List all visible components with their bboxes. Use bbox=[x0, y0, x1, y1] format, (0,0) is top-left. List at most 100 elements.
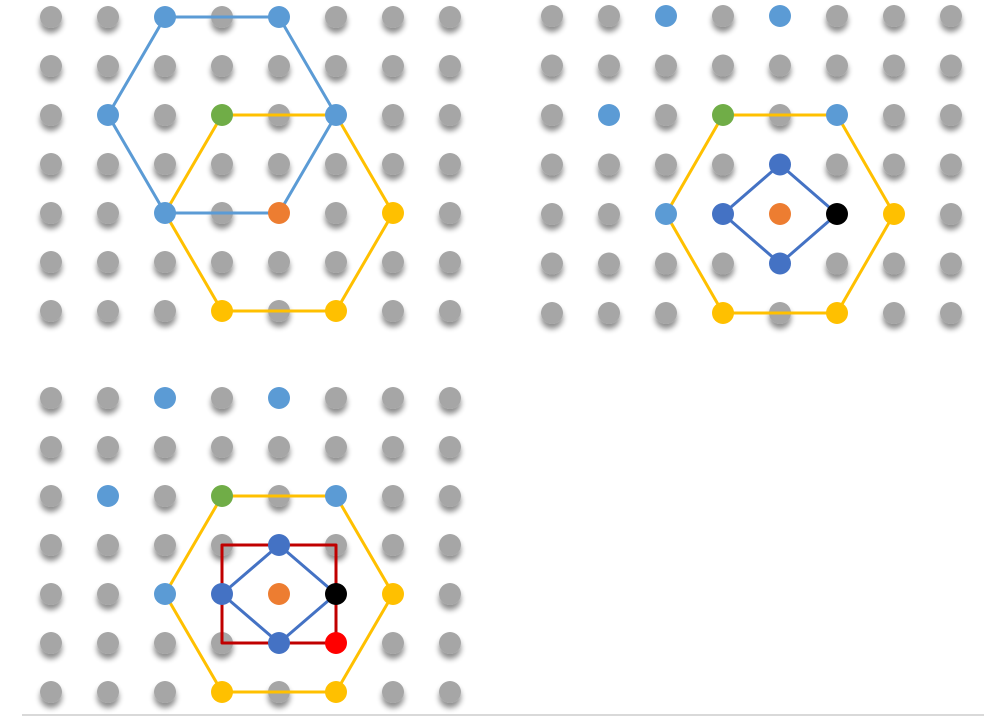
grid-dot bbox=[325, 436, 347, 458]
grid-dot bbox=[439, 300, 461, 322]
grid-dot bbox=[97, 583, 119, 605]
grid-dot bbox=[40, 251, 62, 273]
grid-dot bbox=[769, 54, 791, 77]
grid-dot bbox=[40, 153, 62, 175]
grid-dot bbox=[439, 55, 461, 77]
dark-blue-point bbox=[769, 252, 791, 275]
grid-dot bbox=[382, 55, 404, 77]
yellow-point bbox=[325, 681, 347, 703]
light-blue-point bbox=[268, 6, 290, 28]
grid-dot bbox=[325, 6, 347, 28]
grid-dot bbox=[154, 104, 176, 126]
grid-dot bbox=[439, 6, 461, 28]
grid-dot bbox=[655, 302, 677, 324]
grid-dot bbox=[268, 436, 290, 458]
grid-dot bbox=[655, 104, 677, 126]
grid-dot bbox=[598, 252, 620, 275]
grid-dot bbox=[598, 302, 620, 324]
grid-dot bbox=[154, 55, 176, 77]
grid-dot bbox=[211, 55, 233, 77]
grid-dot bbox=[940, 252, 962, 275]
grid-dot bbox=[154, 534, 176, 556]
grid-dot bbox=[97, 153, 119, 175]
dark-blue-point bbox=[769, 153, 791, 176]
grid-dot bbox=[325, 153, 347, 175]
grid-dot bbox=[97, 6, 119, 28]
grid-dot bbox=[97, 300, 119, 322]
grid-dot bbox=[883, 252, 905, 275]
dark-blue-point bbox=[712, 203, 734, 225]
grid-dot bbox=[655, 54, 677, 77]
orange-point bbox=[268, 202, 290, 224]
grid-dot bbox=[541, 302, 563, 324]
grid-dot bbox=[97, 202, 119, 224]
yellow-point bbox=[211, 681, 233, 703]
grid-dot bbox=[154, 436, 176, 458]
grid-dot bbox=[439, 104, 461, 126]
red-point bbox=[325, 632, 347, 654]
green-point bbox=[712, 104, 734, 126]
grid-dot bbox=[40, 534, 62, 556]
grid-dot bbox=[154, 632, 176, 654]
grid-dot bbox=[268, 153, 290, 175]
grid-dot bbox=[940, 5, 962, 27]
grid-dot bbox=[382, 387, 404, 409]
dark-blue-point bbox=[268, 534, 290, 556]
grid-dot bbox=[541, 203, 563, 225]
grid-dot bbox=[382, 6, 404, 28]
grid-dot bbox=[712, 153, 734, 176]
grid-dots bbox=[541, 5, 962, 324]
grid-dot bbox=[40, 436, 62, 458]
grid-dot bbox=[382, 534, 404, 556]
grid-dot bbox=[883, 104, 905, 126]
grid-dot bbox=[883, 54, 905, 77]
grid-dot bbox=[940, 153, 962, 176]
grid-dot bbox=[439, 202, 461, 224]
grid-dot bbox=[655, 252, 677, 275]
light-blue-point bbox=[325, 485, 347, 507]
light-blue-point bbox=[97, 485, 119, 507]
black-point bbox=[325, 583, 347, 605]
grid-dot bbox=[541, 54, 563, 77]
light-blue-point bbox=[97, 104, 119, 126]
green-point bbox=[211, 104, 233, 126]
grid-dot bbox=[40, 104, 62, 126]
grid-dot bbox=[598, 203, 620, 225]
yellow-point bbox=[883, 203, 905, 225]
grid-dot bbox=[598, 54, 620, 77]
yellow-point bbox=[325, 300, 347, 322]
grid-dot bbox=[712, 252, 734, 275]
grid-dot bbox=[97, 436, 119, 458]
grid-dot bbox=[826, 54, 848, 77]
grid-dot bbox=[598, 5, 620, 27]
grid-dot bbox=[940, 104, 962, 126]
grid-dot bbox=[40, 387, 62, 409]
grid-dot bbox=[883, 302, 905, 324]
grid-dots bbox=[40, 6, 461, 322]
grid-dot bbox=[382, 681, 404, 703]
grid-dot bbox=[211, 387, 233, 409]
grid-dot bbox=[439, 681, 461, 703]
panel-3 bbox=[40, 387, 461, 703]
light-blue-point bbox=[598, 104, 620, 126]
grid-dot bbox=[382, 153, 404, 175]
grid-dot bbox=[40, 6, 62, 28]
grid-dot bbox=[40, 681, 62, 703]
grid-dot bbox=[598, 153, 620, 176]
dark-blue-point bbox=[268, 632, 290, 654]
grid-dot bbox=[382, 300, 404, 322]
dark-blue-point bbox=[211, 583, 233, 605]
light-blue-point bbox=[154, 202, 176, 224]
grid-dot bbox=[541, 153, 563, 176]
grid-dot bbox=[40, 202, 62, 224]
yellow-point bbox=[712, 302, 734, 324]
grid-dot bbox=[325, 55, 347, 77]
grid-dot bbox=[382, 485, 404, 507]
bottom-divider bbox=[22, 714, 984, 716]
grid-dot bbox=[655, 153, 677, 176]
grid-dot bbox=[40, 583, 62, 605]
grid-dot bbox=[325, 387, 347, 409]
grid-dot bbox=[439, 632, 461, 654]
orange-point bbox=[769, 203, 791, 225]
